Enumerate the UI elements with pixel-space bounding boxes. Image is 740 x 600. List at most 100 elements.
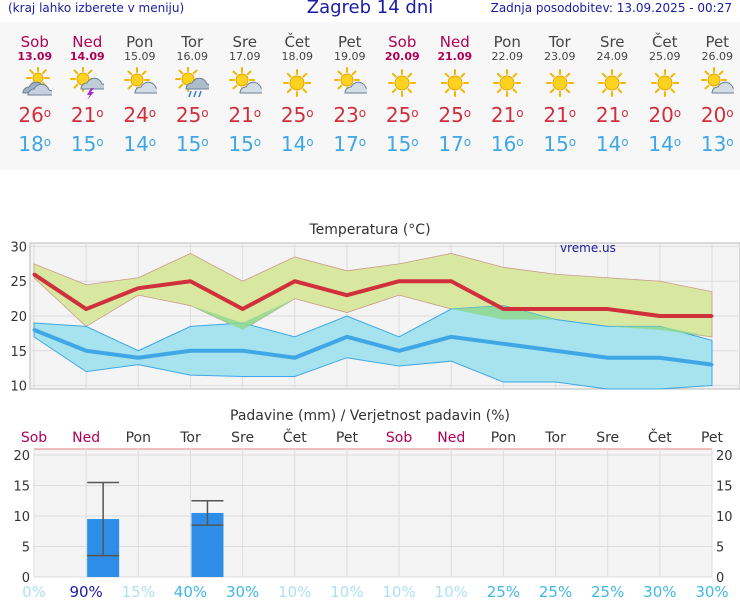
precip-probability: 25% (487, 583, 520, 600)
min-temp-point (658, 356, 662, 360)
sun-icon (283, 69, 312, 97)
min-temp: 15o (228, 132, 262, 156)
min-temp-point (84, 349, 88, 353)
sun-icon (650, 69, 679, 97)
min-temp: 14o (280, 132, 314, 156)
precip-day-label: Tor (179, 430, 201, 446)
precip-tick-label-left: 5 (22, 541, 30, 556)
day-date: 13.09 (17, 50, 53, 63)
precip-tick-label-left: 15 (13, 480, 30, 495)
day-name: Pon (493, 33, 521, 51)
min-temp-point (293, 356, 297, 360)
sun-icon (545, 69, 574, 97)
precip-probability: 10% (382, 583, 415, 600)
day-column: Ned 21.09 25o 17o (429, 22, 482, 156)
weather-icon-holder (271, 63, 324, 103)
weather-icon-holder (376, 63, 429, 103)
temp-chart-title: Temperatura (°C) (308, 222, 430, 238)
min-temp-point (710, 363, 714, 367)
weather-icon-holder (324, 63, 377, 103)
precip-day-label: Sre (231, 430, 254, 446)
max-temp: 21o (543, 103, 577, 127)
min-temp: 15o (543, 132, 577, 156)
min-temp-point (136, 356, 140, 360)
watermark: vreme.us (560, 241, 616, 255)
precip-chart-title: Padavine (mm) / Verjetnost padavin (%) (230, 408, 510, 424)
day-column: Čet 18.09 25o 14o (271, 22, 324, 156)
partly-cloudy-icon (22, 67, 52, 96)
precip-tick-label-right: 15 (716, 480, 733, 495)
max-temp-point (397, 279, 401, 283)
precip-day-label: Ned (437, 430, 465, 446)
sun-cloud-icon (228, 67, 262, 94)
day-column: Čet 25.09 20o 14o (639, 22, 692, 156)
temp-tick-label: 30 (10, 240, 27, 255)
precip-plot-area (34, 449, 712, 577)
precip-tick-label-right: 10 (716, 510, 733, 525)
max-temp: 23o (333, 103, 367, 127)
thunderstorm-sun-icon (70, 67, 105, 99)
min-temp: 15o (175, 132, 209, 156)
day-date: 21.09 (437, 50, 473, 63)
day-column: Sob 13.09 26o 18o (9, 22, 62, 156)
min-temp-line (33, 328, 713, 367)
day-column: Sob 20.09 25o 15o (376, 22, 429, 156)
max-temp: 25o (280, 103, 314, 127)
precip-tick-label-left: 10 (13, 510, 30, 525)
sun-cloud-icon (701, 67, 735, 94)
max-temp-point (449, 279, 453, 283)
precip-day-label: Pet (336, 430, 359, 446)
sun-rain-icon (175, 67, 210, 98)
day-date: 16.09 (176, 50, 209, 63)
day-name: Sob (388, 33, 417, 51)
min-temp-point (241, 349, 245, 353)
day-date: 14.09 (69, 50, 105, 63)
temp-tick-label: 25 (10, 275, 27, 290)
header: (kraj lahko izberete v meniju) Zagreb 14… (0, 0, 740, 22)
day-column: Ned 14.09 21o 15o (61, 22, 114, 156)
max-temp-point (554, 307, 558, 311)
precip-probability: 25% (539, 583, 572, 600)
min-temp-point (345, 335, 349, 339)
max-temp: 26o (18, 103, 52, 127)
temp-tick-label: 10 (10, 380, 27, 395)
precip-day-label: Čet (283, 428, 307, 446)
day-date: 19.09 (334, 50, 366, 63)
precip-tick-label-right: 0 (716, 571, 724, 586)
temp-tick-label: 20 (10, 310, 27, 325)
min-temp: 14o (123, 132, 157, 156)
precip-day-label: Sob (386, 430, 412, 446)
day-date: 22.09 (491, 50, 524, 63)
location-menu-note[interactable]: (kraj lahko izberete v meniju) (8, 1, 185, 15)
sun-icon (493, 69, 522, 97)
page-title: Zagreb 14 dni (306, 0, 434, 18)
precip-tick-label-left: 0 (22, 571, 30, 586)
min-temp: 17o (438, 132, 472, 156)
weather-icon-holder (534, 63, 587, 103)
precip-probability: 40% (174, 583, 207, 600)
day-column: Tor 23.09 21o 15o (534, 22, 587, 156)
day-date: 15.09 (124, 50, 156, 63)
day-name: Sre (599, 33, 625, 51)
precip-probability: 15% (122, 583, 155, 600)
weather-icon-holder (166, 63, 219, 103)
weather-icon-holder (481, 63, 534, 103)
weather-icon-holder (586, 63, 639, 103)
sun-cloud-icon (333, 67, 367, 94)
daily-forecast-strip: Sob 13.09 26o 18o Ned 14.09 21o 15o Pon 15.09 24o 1… (0, 22, 740, 170)
precip-probability: 30% (695, 583, 728, 600)
max-temp-point (293, 279, 297, 283)
max-temp: 24o (123, 103, 157, 127)
max-temp-point (136, 286, 140, 290)
max-temp-point (188, 279, 192, 283)
max-temp-point (606, 307, 610, 311)
max-temp: 21o (595, 103, 629, 127)
day-name: Čet (651, 33, 678, 51)
min-temp-range (33, 305, 713, 390)
precip-day-label: Pon (491, 430, 516, 446)
day-column: Sre 24.09 21o 14o (586, 22, 639, 156)
max-temp-point (84, 307, 88, 311)
max-temp: 25o (385, 103, 419, 127)
min-temp: 16o (490, 132, 524, 156)
sun-icon (598, 69, 627, 97)
